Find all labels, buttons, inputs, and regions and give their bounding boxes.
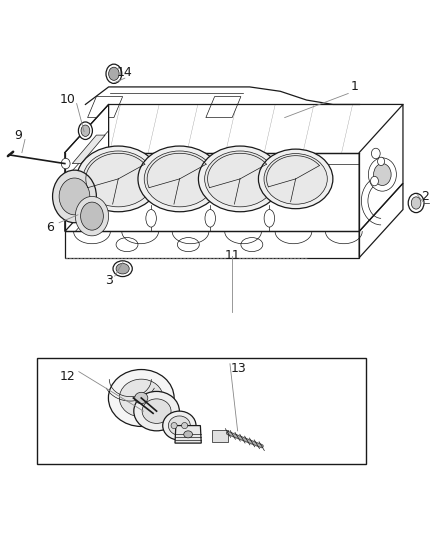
Ellipse shape [142,399,171,423]
Ellipse shape [138,146,221,212]
Polygon shape [72,135,105,164]
Text: 6: 6 [46,221,54,233]
Ellipse shape [368,158,396,191]
Ellipse shape [198,146,282,212]
Ellipse shape [241,238,263,252]
Ellipse shape [116,263,129,274]
Ellipse shape [184,431,193,438]
Polygon shape [65,104,109,231]
Ellipse shape [106,64,122,84]
Ellipse shape [116,238,138,252]
Ellipse shape [81,202,103,230]
Ellipse shape [168,416,190,435]
Ellipse shape [146,209,156,227]
Ellipse shape [205,151,276,207]
Text: 12: 12 [60,370,76,383]
Ellipse shape [59,178,90,215]
Polygon shape [65,152,359,231]
Polygon shape [65,231,359,258]
Ellipse shape [162,411,196,440]
Ellipse shape [119,379,163,417]
Polygon shape [175,425,201,443]
Ellipse shape [408,193,424,213]
Text: 2: 2 [421,190,429,203]
Ellipse shape [113,261,132,277]
Text: 11: 11 [224,249,240,262]
Bar [212,430,228,442]
Ellipse shape [411,197,421,209]
Text: 14: 14 [117,67,133,79]
Ellipse shape [134,392,148,403]
Ellipse shape [61,158,70,169]
Ellipse shape [144,151,215,207]
Ellipse shape [205,209,215,227]
Ellipse shape [177,238,199,252]
Ellipse shape [264,209,275,227]
Ellipse shape [264,154,327,204]
Ellipse shape [75,197,109,236]
Ellipse shape [53,170,96,223]
Ellipse shape [109,67,119,80]
Ellipse shape [371,176,378,186]
Text: 1: 1 [351,80,359,93]
Ellipse shape [374,164,391,185]
Ellipse shape [371,148,380,159]
Text: 13: 13 [231,361,247,375]
Ellipse shape [78,122,92,140]
Ellipse shape [108,369,174,426]
Polygon shape [88,96,123,118]
Text: 10: 10 [60,93,76,106]
Text: 3: 3 [106,274,113,287]
Ellipse shape [81,125,90,136]
Polygon shape [359,104,403,231]
Bar [37,359,366,464]
Ellipse shape [258,149,333,209]
Ellipse shape [83,151,154,207]
Polygon shape [359,183,403,258]
Polygon shape [65,104,403,152]
Ellipse shape [171,423,177,429]
Ellipse shape [181,423,187,429]
Text: 9: 9 [14,128,22,142]
Ellipse shape [134,391,180,431]
Polygon shape [206,96,241,118]
Ellipse shape [378,157,385,166]
Ellipse shape [77,146,160,212]
